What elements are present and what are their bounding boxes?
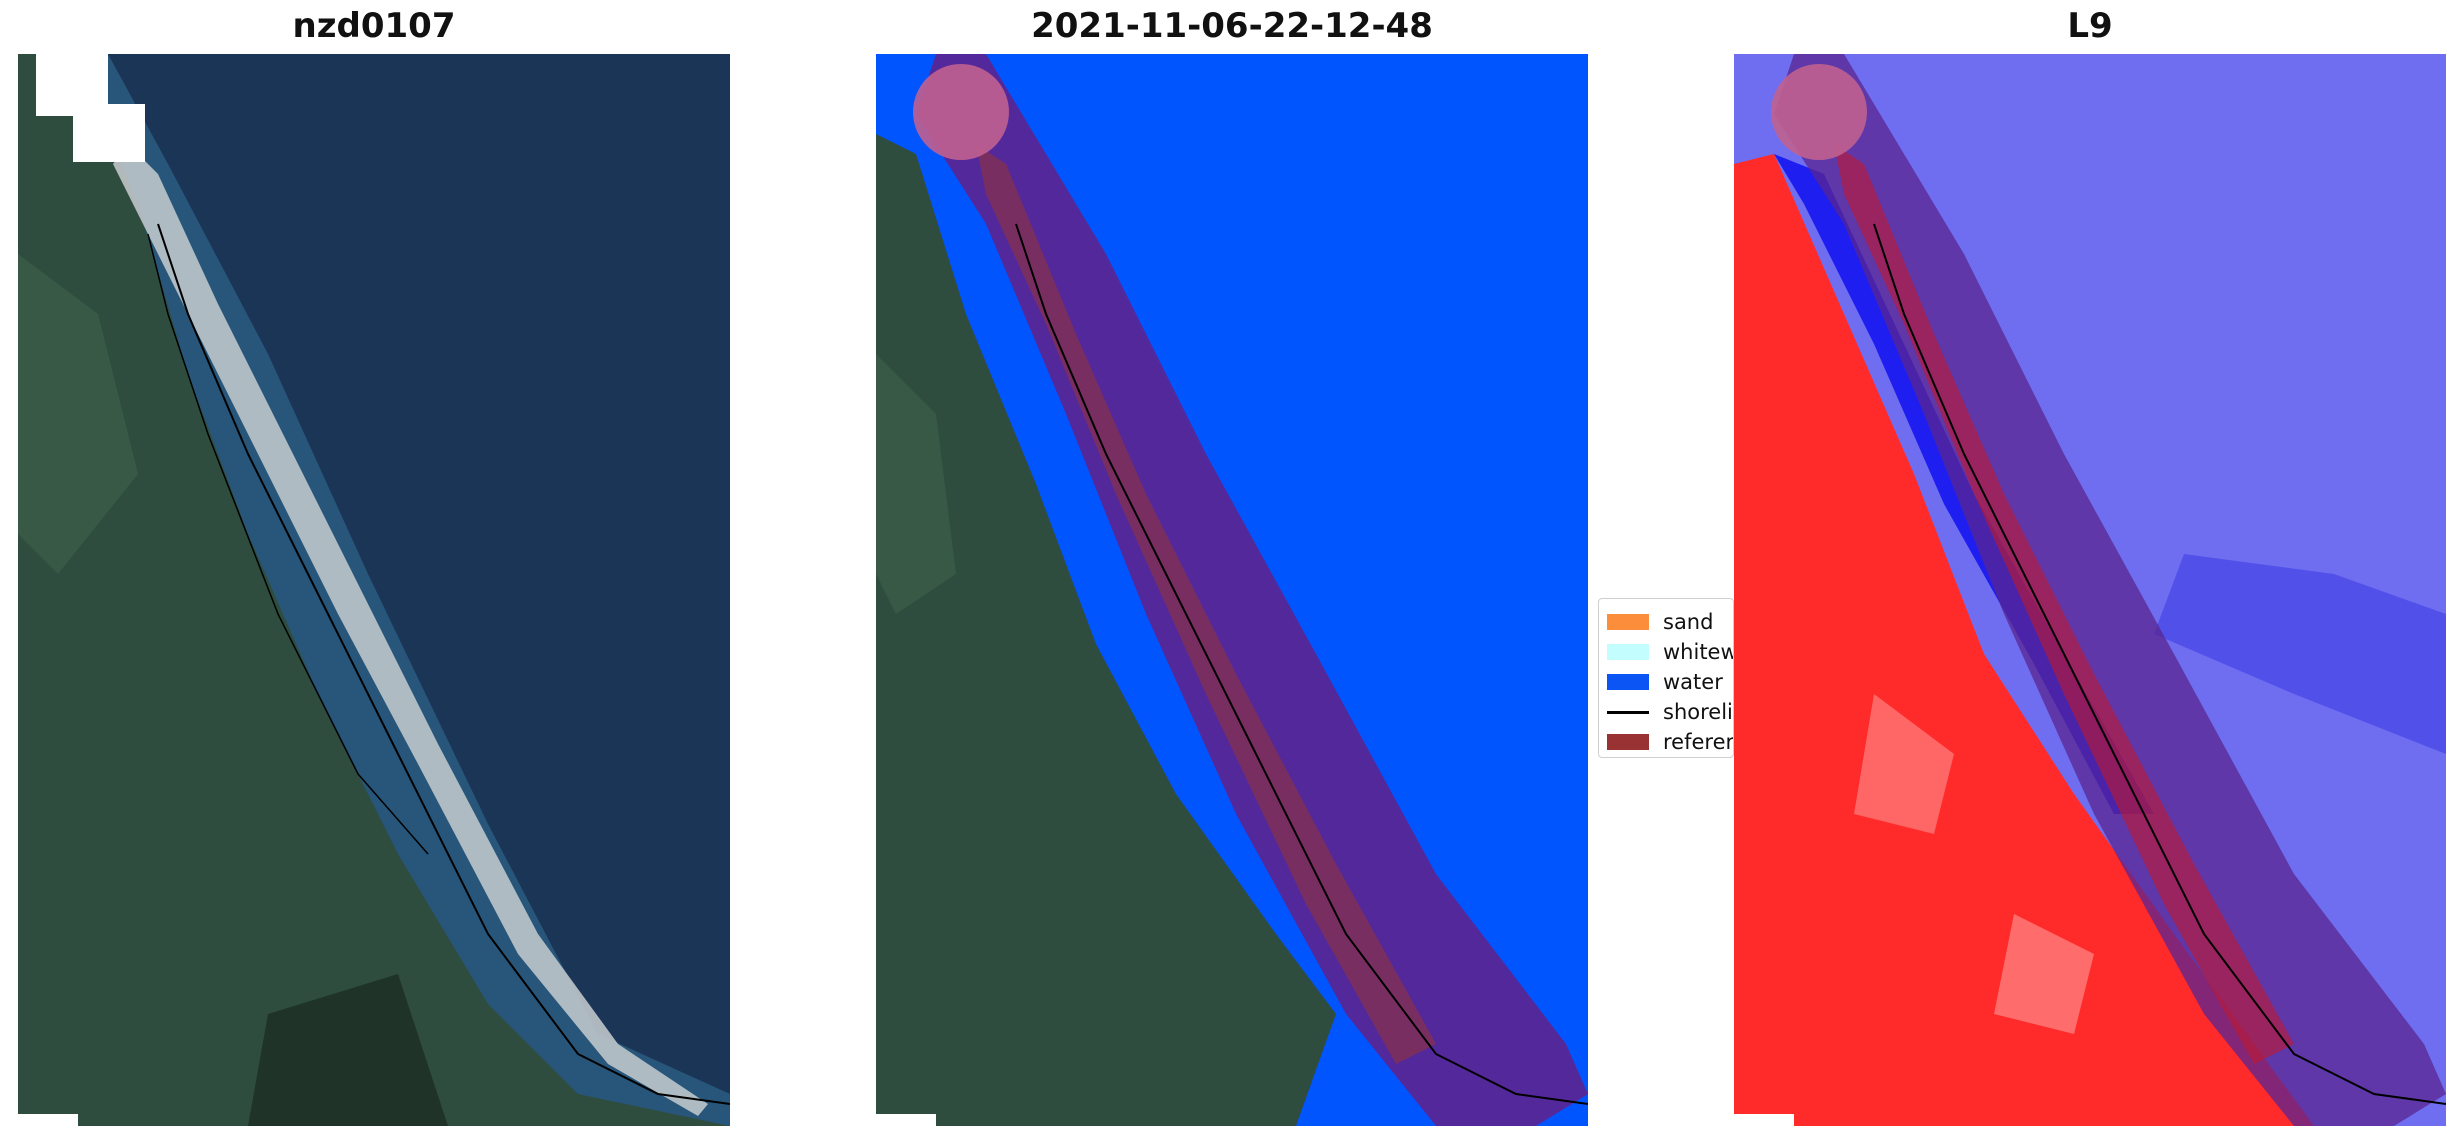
legend-item-whitewater: whitew (1607, 637, 1733, 667)
image-nodata-strip (876, 1114, 936, 1126)
cloud-mask-square (73, 104, 145, 162)
reference-shoreline-band (976, 144, 1436, 1064)
land-fields (876, 354, 956, 614)
legend-label: whitew (1663, 640, 1734, 664)
legend-swatch-sand (1607, 614, 1649, 630)
legend-label: referer (1663, 730, 1734, 754)
water-index-image (1734, 54, 2446, 1126)
land-index-area (1734, 154, 2314, 1126)
legend-swatch-reference (1607, 734, 1649, 750)
legend-swatch-shoreline (1607, 710, 1649, 714)
panel-title-1: nzd0107 (292, 6, 456, 46)
land-index-light (1854, 694, 1954, 834)
cloud-circle (1771, 64, 1867, 160)
legend-item-shoreline: shoreli (1607, 697, 1733, 727)
shoreline-line (1873, 223, 2446, 1105)
water-index-dark-patch (2154, 554, 2446, 754)
beach-sand (113, 144, 708, 1116)
image-nodata-strip (1734, 1114, 1794, 1126)
legend-swatch-water (1607, 674, 1649, 690)
rgb-image-panel (18, 54, 730, 1126)
legend-swatch-whitewater (1607, 644, 1649, 660)
satellite-rgb-image (18, 54, 730, 1126)
land-area (876, 134, 1336, 1126)
legend-item-water: water (1607, 667, 1733, 697)
classification-overlay-image (876, 54, 1588, 1126)
land-area (18, 54, 730, 1126)
classified-image-panel (876, 54, 1588, 1126)
land-fields (18, 254, 138, 574)
legend-label: shoreli (1663, 700, 1733, 724)
legend: sand whitew water shoreli referer (1598, 598, 1734, 758)
legend-label: water (1663, 670, 1723, 694)
legend-item-reference: referer (1607, 727, 1733, 757)
shoreline-line-inner (147, 233, 429, 855)
land-dark-hills (248, 974, 448, 1126)
panel-title-3: L9 (2067, 6, 2113, 46)
shoreline-line (157, 223, 730, 1105)
reference-buffer (1774, 54, 2446, 1126)
image-nodata-strip (18, 1114, 78, 1126)
legend-label: sand (1663, 610, 1714, 634)
reference-shoreline-band (1834, 144, 2294, 1064)
index-image-panel (1734, 54, 2446, 1126)
land-index-light (1994, 914, 2094, 1034)
cloud-circle (913, 64, 1009, 160)
reference-buffer (916, 54, 1588, 1126)
shoreline-line (1015, 223, 1588, 1105)
legend-item-sand: sand (1607, 607, 1733, 637)
panel-title-2: 2021-11-06-22-12-48 (1031, 6, 1433, 46)
